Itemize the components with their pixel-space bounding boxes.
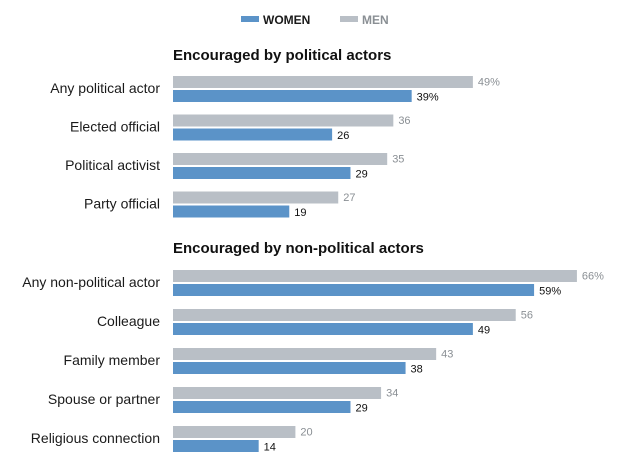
category-row: Family member 43 38 xyxy=(64,348,453,376)
value-label-women: 49 xyxy=(478,325,490,337)
category-label: Religious connection xyxy=(31,430,160,446)
bar-women xyxy=(173,284,535,296)
category-row: Any political actor 49% 39% xyxy=(50,76,500,104)
bar-men xyxy=(173,153,388,165)
bar-men xyxy=(173,426,296,438)
legend: WOMEN MEN xyxy=(241,13,389,27)
value-label-men: 56 xyxy=(521,310,533,322)
value-label-women: 29 xyxy=(355,403,367,415)
group-non-political-actors: Encouraged by non-political actors Any no… xyxy=(22,240,604,454)
value-label-men: 35 xyxy=(392,154,404,166)
category-row: Spouse or partner 34 29 xyxy=(48,387,398,415)
bar-women xyxy=(173,440,259,452)
category-label: Political activist xyxy=(65,157,160,173)
bar-men xyxy=(173,270,577,282)
category-row: Any non-political actor 66% 59% xyxy=(22,270,604,298)
value-label-women: 26 xyxy=(337,130,349,142)
category-label: Elected official xyxy=(70,119,160,135)
category-label: Any non-political actor xyxy=(22,274,160,290)
bar-men xyxy=(173,309,516,321)
bar-women xyxy=(173,128,333,141)
bar-women xyxy=(173,90,412,102)
legend-label-women: WOMEN xyxy=(263,13,310,27)
category-label: Spouse or partner xyxy=(48,391,160,407)
bar-women xyxy=(173,401,351,413)
category-label: Party official xyxy=(84,196,160,212)
bar-men xyxy=(173,76,473,88)
value-label-men: 20 xyxy=(300,427,312,439)
category-row: Party official 27 19 xyxy=(84,191,355,219)
legend-swatch-women xyxy=(241,16,259,22)
bar-men xyxy=(173,348,437,360)
category-row: Political activist 35 29 xyxy=(65,153,404,181)
bar-women xyxy=(173,323,473,335)
category-label: Any political actor xyxy=(50,80,160,96)
bar-women xyxy=(173,167,351,179)
category-label: Family member xyxy=(64,352,161,368)
bar-women xyxy=(173,362,406,374)
value-label-men: 49% xyxy=(478,77,500,89)
value-label-men: 27 xyxy=(343,192,355,204)
category-row: Religious connection 20 14 xyxy=(31,426,313,454)
category-row: Colleague 56 49 xyxy=(97,309,533,337)
legend-swatch-men xyxy=(340,16,358,22)
value-label-women: 14 xyxy=(264,442,276,454)
bar-men xyxy=(173,191,339,204)
value-label-men: 36 xyxy=(398,115,410,127)
value-label-women: 19 xyxy=(294,207,306,219)
value-label-women: 29 xyxy=(355,169,367,181)
value-label-women: 39% xyxy=(417,92,439,104)
bar-men xyxy=(173,114,394,127)
category-label: Colleague xyxy=(97,313,160,329)
bar-women xyxy=(173,205,290,218)
legend-label-men: MEN xyxy=(362,13,389,27)
value-label-men: 43 xyxy=(441,349,453,361)
group-political-actors: Encouraged by political actors Any politi… xyxy=(50,47,500,219)
value-label-women: 38 xyxy=(411,364,423,376)
group-title: Encouraged by political actors xyxy=(173,47,391,64)
bar-men xyxy=(173,387,382,399)
value-label-women: 59% xyxy=(539,286,561,298)
plot-area: Encouraged by political actors Any politi… xyxy=(22,47,604,454)
category-row: Elected official 36 26 xyxy=(70,114,411,142)
group-title: Encouraged by non-political actors xyxy=(173,240,424,257)
value-label-men: 66% xyxy=(582,271,604,283)
value-label-men: 34 xyxy=(386,388,398,400)
